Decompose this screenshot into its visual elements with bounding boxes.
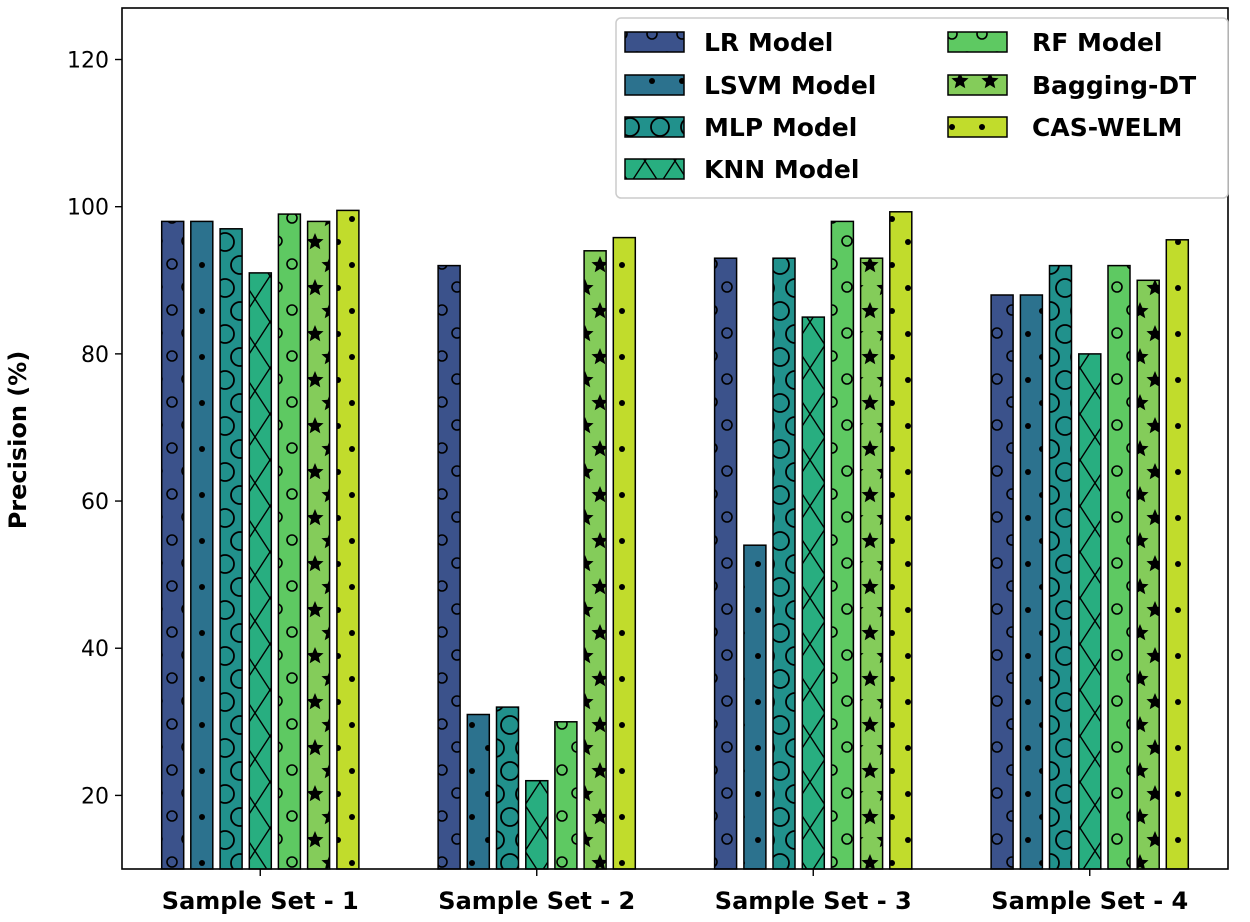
- x-tick-label: Sample Set - 3: [715, 887, 912, 915]
- legend-label-bagging-dt: Bagging-DT: [1032, 71, 1196, 100]
- legend-label-rf-model: RF Model: [1032, 28, 1163, 57]
- bar-3-lsvm-model: [743, 544, 767, 870]
- legend-swatch-bagging-dt: [947, 74, 1008, 96]
- bar-2-mlp-model: [495, 706, 520, 870]
- bar-1-lr-model: [160, 220, 185, 870]
- bar-1-bagging-dt: [306, 220, 331, 870]
- bar-2-cas-welm: [612, 236, 637, 870]
- legend-label-lr-model: LR Model: [704, 28, 833, 57]
- bar-2-knn-model: [525, 779, 549, 870]
- y-tick-label: 40: [81, 637, 109, 662]
- bar-1-cas-welm: [336, 209, 360, 870]
- bar-4-rf-model: [1107, 264, 1131, 870]
- bar-1-mlp-model: [219, 228, 243, 870]
- bar-3-bagging-dt: [859, 257, 884, 870]
- y-tick-label: 120: [67, 49, 109, 74]
- legend-label-cas-welm: CAS-WELM: [1032, 113, 1182, 142]
- y-axis-title: Precision (%): [4, 351, 32, 530]
- y-tick-label: 100: [67, 196, 109, 221]
- x-tick-label: Sample Set - 4: [991, 887, 1188, 915]
- bar-3-rf-model: [830, 220, 855, 870]
- x-axis: Sample Set - 1 Sample Set - 2 Sample Set -…: [162, 869, 1188, 915]
- bar-3-cas-welm: [889, 211, 913, 870]
- bar-3-knn-model: [801, 316, 826, 870]
- bar-4-lsvm-model: [1019, 294, 1044, 870]
- legend-label-knn-model: KNN Model: [704, 155, 859, 184]
- legend-swatch-knn-model: [624, 158, 685, 180]
- bar-3-lr-model: [713, 257, 738, 870]
- bar-4-mlp-model: [1048, 264, 1073, 870]
- legend-box: [615, 17, 1229, 199]
- legend-swatch-rf-model: [947, 31, 1008, 53]
- legend-swatch-cas-welm: [947, 116, 1008, 138]
- plot-frame: [121, 7, 1229, 870]
- bars-layer: [160, 209, 1190, 870]
- legend-swatch-lr-model: [624, 31, 685, 53]
- x-tick-label: Sample Set - 2: [438, 887, 635, 915]
- bar-1-rf-model: [277, 213, 302, 870]
- x-tick-label: Sample Set - 1: [162, 887, 359, 915]
- legend: LR Model LSVM Model MLP Model KNN Model RF M…: [615, 17, 1229, 199]
- y-tick-label: 60: [81, 490, 109, 515]
- y-tick-label: 20: [81, 784, 109, 809]
- bar-1-lsvm-model: [190, 220, 214, 870]
- y-axis: 20 40 60 80 100 120: [67, 49, 122, 809]
- bar-4-knn-model: [1078, 353, 1102, 870]
- legend-label-mlp-model: MLP Model: [704, 113, 857, 142]
- legend-label-lsvm-model: LSVM Model: [704, 71, 876, 100]
- legend-swatch-mlp-model: [624, 116, 685, 138]
- bar-2-lr-model: [437, 264, 461, 870]
- y-tick-label: 80: [81, 343, 109, 368]
- bar-1-knn-model: [248, 272, 273, 870]
- bar-4-lr-model: [990, 294, 1014, 870]
- legend-swatch-lsvm-model: [624, 74, 685, 96]
- bar-3-mlp-model: [772, 257, 796, 870]
- bar-4-cas-welm: [1165, 239, 1190, 870]
- bar-2-rf-model: [554, 721, 578, 870]
- bar-2-bagging-dt: [583, 250, 607, 870]
- bar-4-bagging-dt: [1136, 279, 1160, 870]
- bar-2-lsvm-model: [466, 713, 491, 870]
